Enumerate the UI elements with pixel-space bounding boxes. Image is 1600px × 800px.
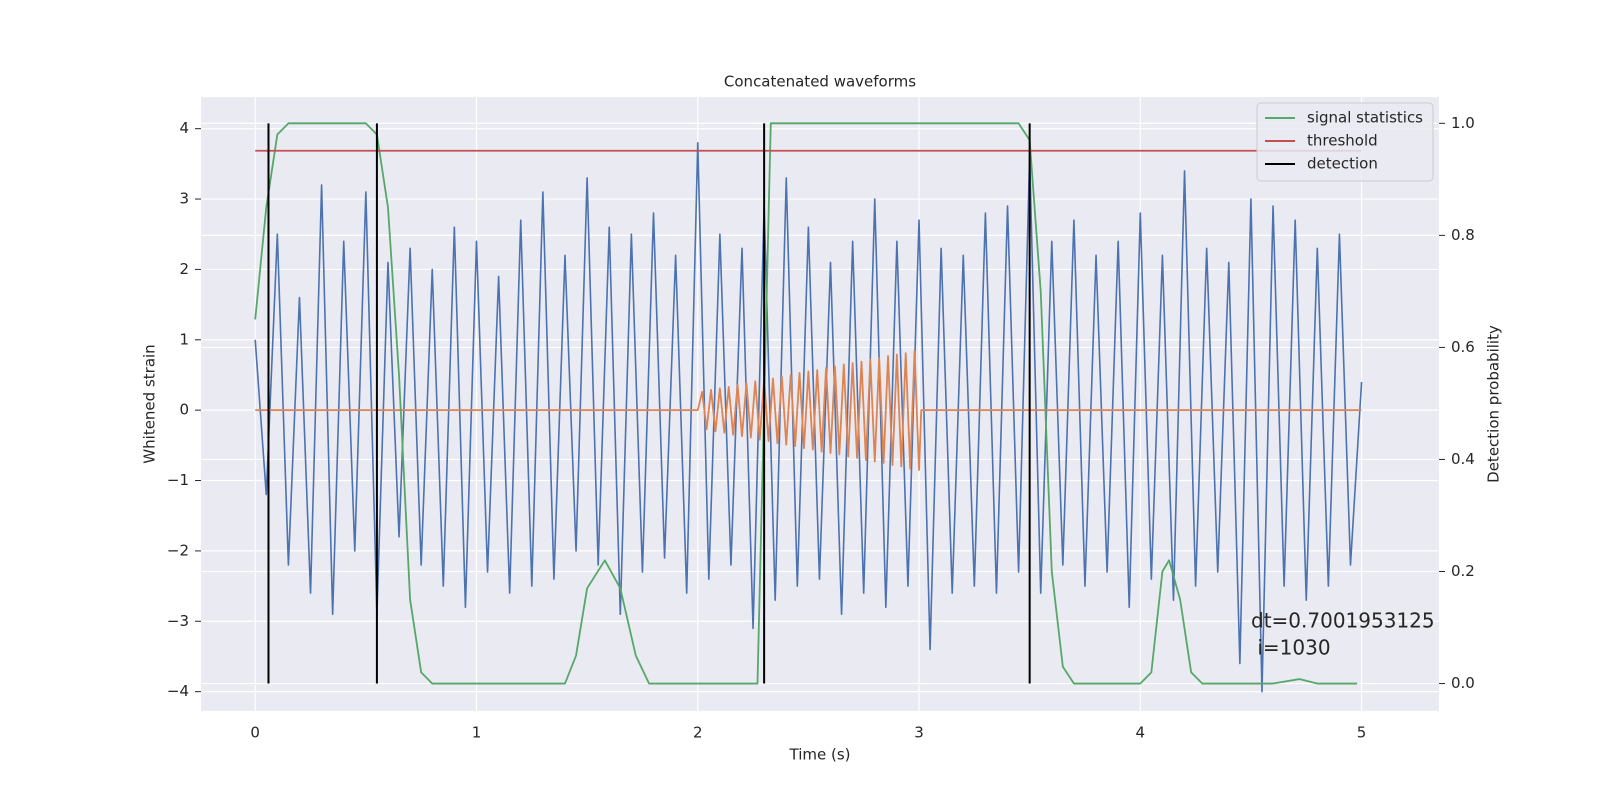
y2-tick-label: 0.2 (1451, 562, 1475, 580)
y2-tick-label: 0.0 (1451, 674, 1475, 692)
y-tick-label: 4 (179, 119, 189, 137)
legend-box (1256, 102, 1434, 182)
y2-tick-label: 0.4 (1451, 450, 1475, 468)
y2-tick-label: 0.8 (1451, 226, 1475, 244)
legend-label: signal statistics (1307, 109, 1423, 127)
legend: signal statistics threshold detection (1256, 102, 1434, 182)
series-line (254, 122, 1358, 685)
x-axis-label: Time (s) (789, 746, 851, 764)
annotation: i=1030 (1251, 636, 1331, 660)
labels: 0 1 2 3 4 5 −4 −3 −2 −1 0 1 2 3 4 0.0 0.2 0.4 0.6 0.8 1.0 (167, 114, 1475, 742)
series-line (254, 141, 1363, 693)
y2-tick-label: 0.6 (1451, 338, 1475, 356)
x-tick-label: 0 (250, 724, 260, 742)
legend-label: detection (1307, 155, 1378, 173)
x-tick-label: 5 (1357, 724, 1367, 742)
y-tick-label: 1 (179, 330, 189, 348)
y-tick-label: 0 (179, 401, 189, 419)
x-tick-label: 1 (472, 724, 482, 742)
y2-tick-label: 1.0 (1451, 114, 1475, 132)
y-tick-label: −2 (167, 541, 189, 559)
y-tick-label: −3 (167, 612, 189, 630)
x-tick-label: 2 (693, 724, 703, 742)
x-tick-label: 3 (914, 724, 924, 742)
chart-title: Concatenated waveforms (724, 73, 916, 91)
y-tick-label: −4 (167, 682, 189, 700)
y-tick-label: 3 (179, 190, 189, 208)
x-tick-label: 4 (1136, 724, 1146, 742)
y-axis-label: Whitened strain (141, 344, 159, 463)
y2-axis-label: Detection probability (1485, 325, 1503, 483)
legend-label: threshold (1307, 132, 1378, 150)
marks (254, 122, 1363, 693)
annotation: dt=0.7001953125 (1251, 609, 1435, 633)
series-line (255, 350, 1362, 471)
y-tick-label: 2 (179, 260, 189, 278)
y-tick-label: −1 (167, 471, 189, 489)
